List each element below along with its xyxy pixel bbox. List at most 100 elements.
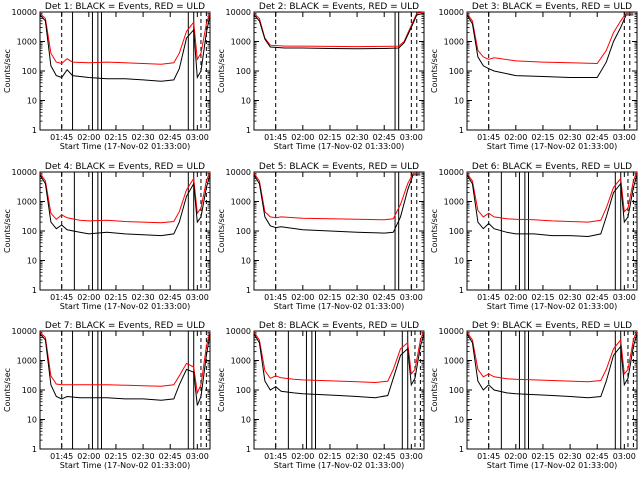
panel-title: Det 4: BLACK = Events, RED = ULD — [45, 162, 205, 172]
x-tick-label: 02:30 — [346, 133, 369, 142]
y-axis-label: Counts/sec — [430, 368, 439, 412]
uld-rate-line — [39, 171, 211, 224]
x-tick-label: 02:45 — [586, 293, 609, 302]
y-tick-label: 1 — [459, 286, 464, 295]
x-tick-label: 02:45 — [586, 133, 609, 142]
uld-rate-line — [253, 11, 425, 48]
y-tick-label: 10 — [27, 416, 37, 425]
det-panel-7: Det 7: BLACK = Events, RED = ULD 1 10 100 10… — [3, 321, 211, 470]
y-tick-label: 100 — [22, 67, 37, 76]
y-tick-label: 1 — [459, 445, 464, 454]
y-tick-label: 1 — [32, 126, 37, 135]
x-axis-label: Start Time (17-Nov-02 01:33:00) — [274, 142, 404, 151]
events-rate-line — [253, 12, 425, 50]
y-tick-label: 1 — [32, 445, 37, 454]
x-tick-label: 03:00 — [400, 133, 423, 142]
events-rate-line — [253, 174, 421, 234]
panel-title: Det 6: BLACK = Events, RED = ULD — [472, 162, 632, 172]
uld-rate-line — [466, 12, 634, 65]
y-tick-label: 10 — [454, 416, 464, 425]
x-tick-label: 02:15 — [318, 293, 341, 302]
x-tick-label: 02:45 — [159, 133, 182, 142]
y-tick-label: 1000 — [17, 198, 37, 207]
y-tick-label: 100 — [22, 386, 37, 395]
y-axis-label: Counts/sec — [3, 209, 12, 253]
y-tick-label: 100 — [449, 386, 464, 395]
x-tick-label: 03:00 — [613, 293, 636, 302]
y-tick-label: 10 — [241, 97, 251, 106]
x-tick-label: 02:45 — [373, 133, 396, 142]
y-tick-label: 10000 — [439, 168, 464, 177]
y-tick-label: 10000 — [439, 8, 464, 17]
x-tick-label: 02:00 — [291, 452, 314, 461]
y-tick-label: 10 — [454, 257, 464, 266]
y-tick-label: 10 — [27, 257, 37, 266]
x-axis-label: Start Time (17-Nov-02 01:33:00) — [60, 142, 190, 151]
x-tick-label: 02:45 — [373, 293, 396, 302]
x-tick-label: 02:30 — [559, 133, 582, 142]
x-axis-label: Start Time (17-Nov-02 01:33:00) — [274, 461, 404, 470]
y-tick-label: 100 — [236, 227, 251, 236]
x-tick-label: 03:00 — [400, 452, 423, 461]
det-panel-1: Det 1: BLACK = Events, RED = ULD 1 10 100 10… — [3, 2, 211, 151]
uld-rate-line — [466, 171, 638, 223]
panel-title: Det 9: BLACK = Events, RED = ULD — [472, 321, 632, 331]
x-tick-label: 02:15 — [318, 133, 341, 142]
y-tick-label: 10000 — [12, 8, 37, 17]
x-tick-label: 01:45 — [50, 133, 73, 142]
x-tick-label: 02:00 — [504, 452, 527, 461]
x-tick-label: 03:00 — [400, 293, 423, 302]
y-tick-label: 1000 — [444, 38, 464, 47]
x-tick-label: 03:00 — [613, 133, 636, 142]
y-axis-label: Counts/sec — [3, 368, 12, 412]
y-axis-label: Counts/sec — [217, 368, 226, 412]
uld-rate-line — [39, 11, 211, 65]
y-tick-label: 10 — [241, 257, 251, 266]
y-tick-label: 1000 — [231, 198, 251, 207]
x-tick-label: 02:00 — [504, 133, 527, 142]
panel-title: Det 7: BLACK = Events, RED = ULD — [45, 321, 205, 331]
x-tick-label: 02:45 — [159, 452, 182, 461]
x-tick-label: 01:45 — [477, 133, 500, 142]
det-panel-5: Det 5: BLACK = Events, RED = ULD 1 10 100 10… — [217, 162, 425, 311]
events-rate-line — [466, 14, 634, 78]
x-tick-label: 02:30 — [132, 293, 155, 302]
events-rate-line — [466, 174, 638, 238]
y-tick-label: 10 — [241, 416, 251, 425]
x-tick-label: 02:45 — [373, 452, 396, 461]
y-axis-label: Counts/sec — [217, 209, 226, 253]
y-axis-label: Counts/sec — [430, 209, 439, 253]
det-panel-6: Det 6: BLACK = Events, RED = ULD 1 10 100 10… — [430, 162, 638, 311]
panel-title: Det 3: BLACK = Events, RED = ULD — [472, 2, 632, 12]
x-tick-label: 01:45 — [477, 293, 500, 302]
x-axis-label: Start Time (17-Nov-02 01:33:00) — [487, 461, 617, 470]
x-tick-label: 01:45 — [264, 452, 287, 461]
y-tick-label: 10000 — [226, 8, 251, 17]
x-tick-label: 02:15 — [531, 293, 554, 302]
y-tick-label: 1 — [246, 445, 251, 454]
y-tick-label: 1 — [246, 286, 251, 295]
y-tick-label: 10000 — [12, 327, 37, 336]
x-tick-label: 02:00 — [291, 293, 314, 302]
y-tick-label: 1 — [32, 286, 37, 295]
panel-title: Det 8: BLACK = Events, RED = ULD — [259, 321, 419, 331]
x-tick-label: 02:30 — [559, 452, 582, 461]
x-axis-label: Start Time (17-Nov-02 01:33:00) — [60, 302, 190, 311]
y-tick-label: 1 — [246, 126, 251, 135]
x-tick-label: 02:15 — [531, 133, 554, 142]
y-tick-label: 1000 — [444, 357, 464, 366]
x-axis-label: Start Time (17-Nov-02 01:33:00) — [274, 302, 404, 311]
x-axis-label: Start Time (17-Nov-02 01:33:00) — [487, 142, 617, 151]
det-panel-4: Det 4: BLACK = Events, RED = ULD 1 10 100 10… — [3, 162, 211, 311]
y-tick-label: 10000 — [439, 327, 464, 336]
x-tick-label: 01:45 — [264, 293, 287, 302]
x-tick-label: 01:45 — [264, 133, 287, 142]
panel-title: Det 2: BLACK = Events, RED = ULD — [259, 2, 419, 12]
uld-rate-line — [466, 330, 638, 383]
x-tick-label: 03:00 — [613, 452, 636, 461]
y-tick-label: 100 — [236, 386, 251, 395]
x-tick-label: 02:00 — [77, 133, 100, 142]
uld-rate-line — [253, 172, 421, 221]
y-tick-label: 10000 — [226, 168, 251, 177]
